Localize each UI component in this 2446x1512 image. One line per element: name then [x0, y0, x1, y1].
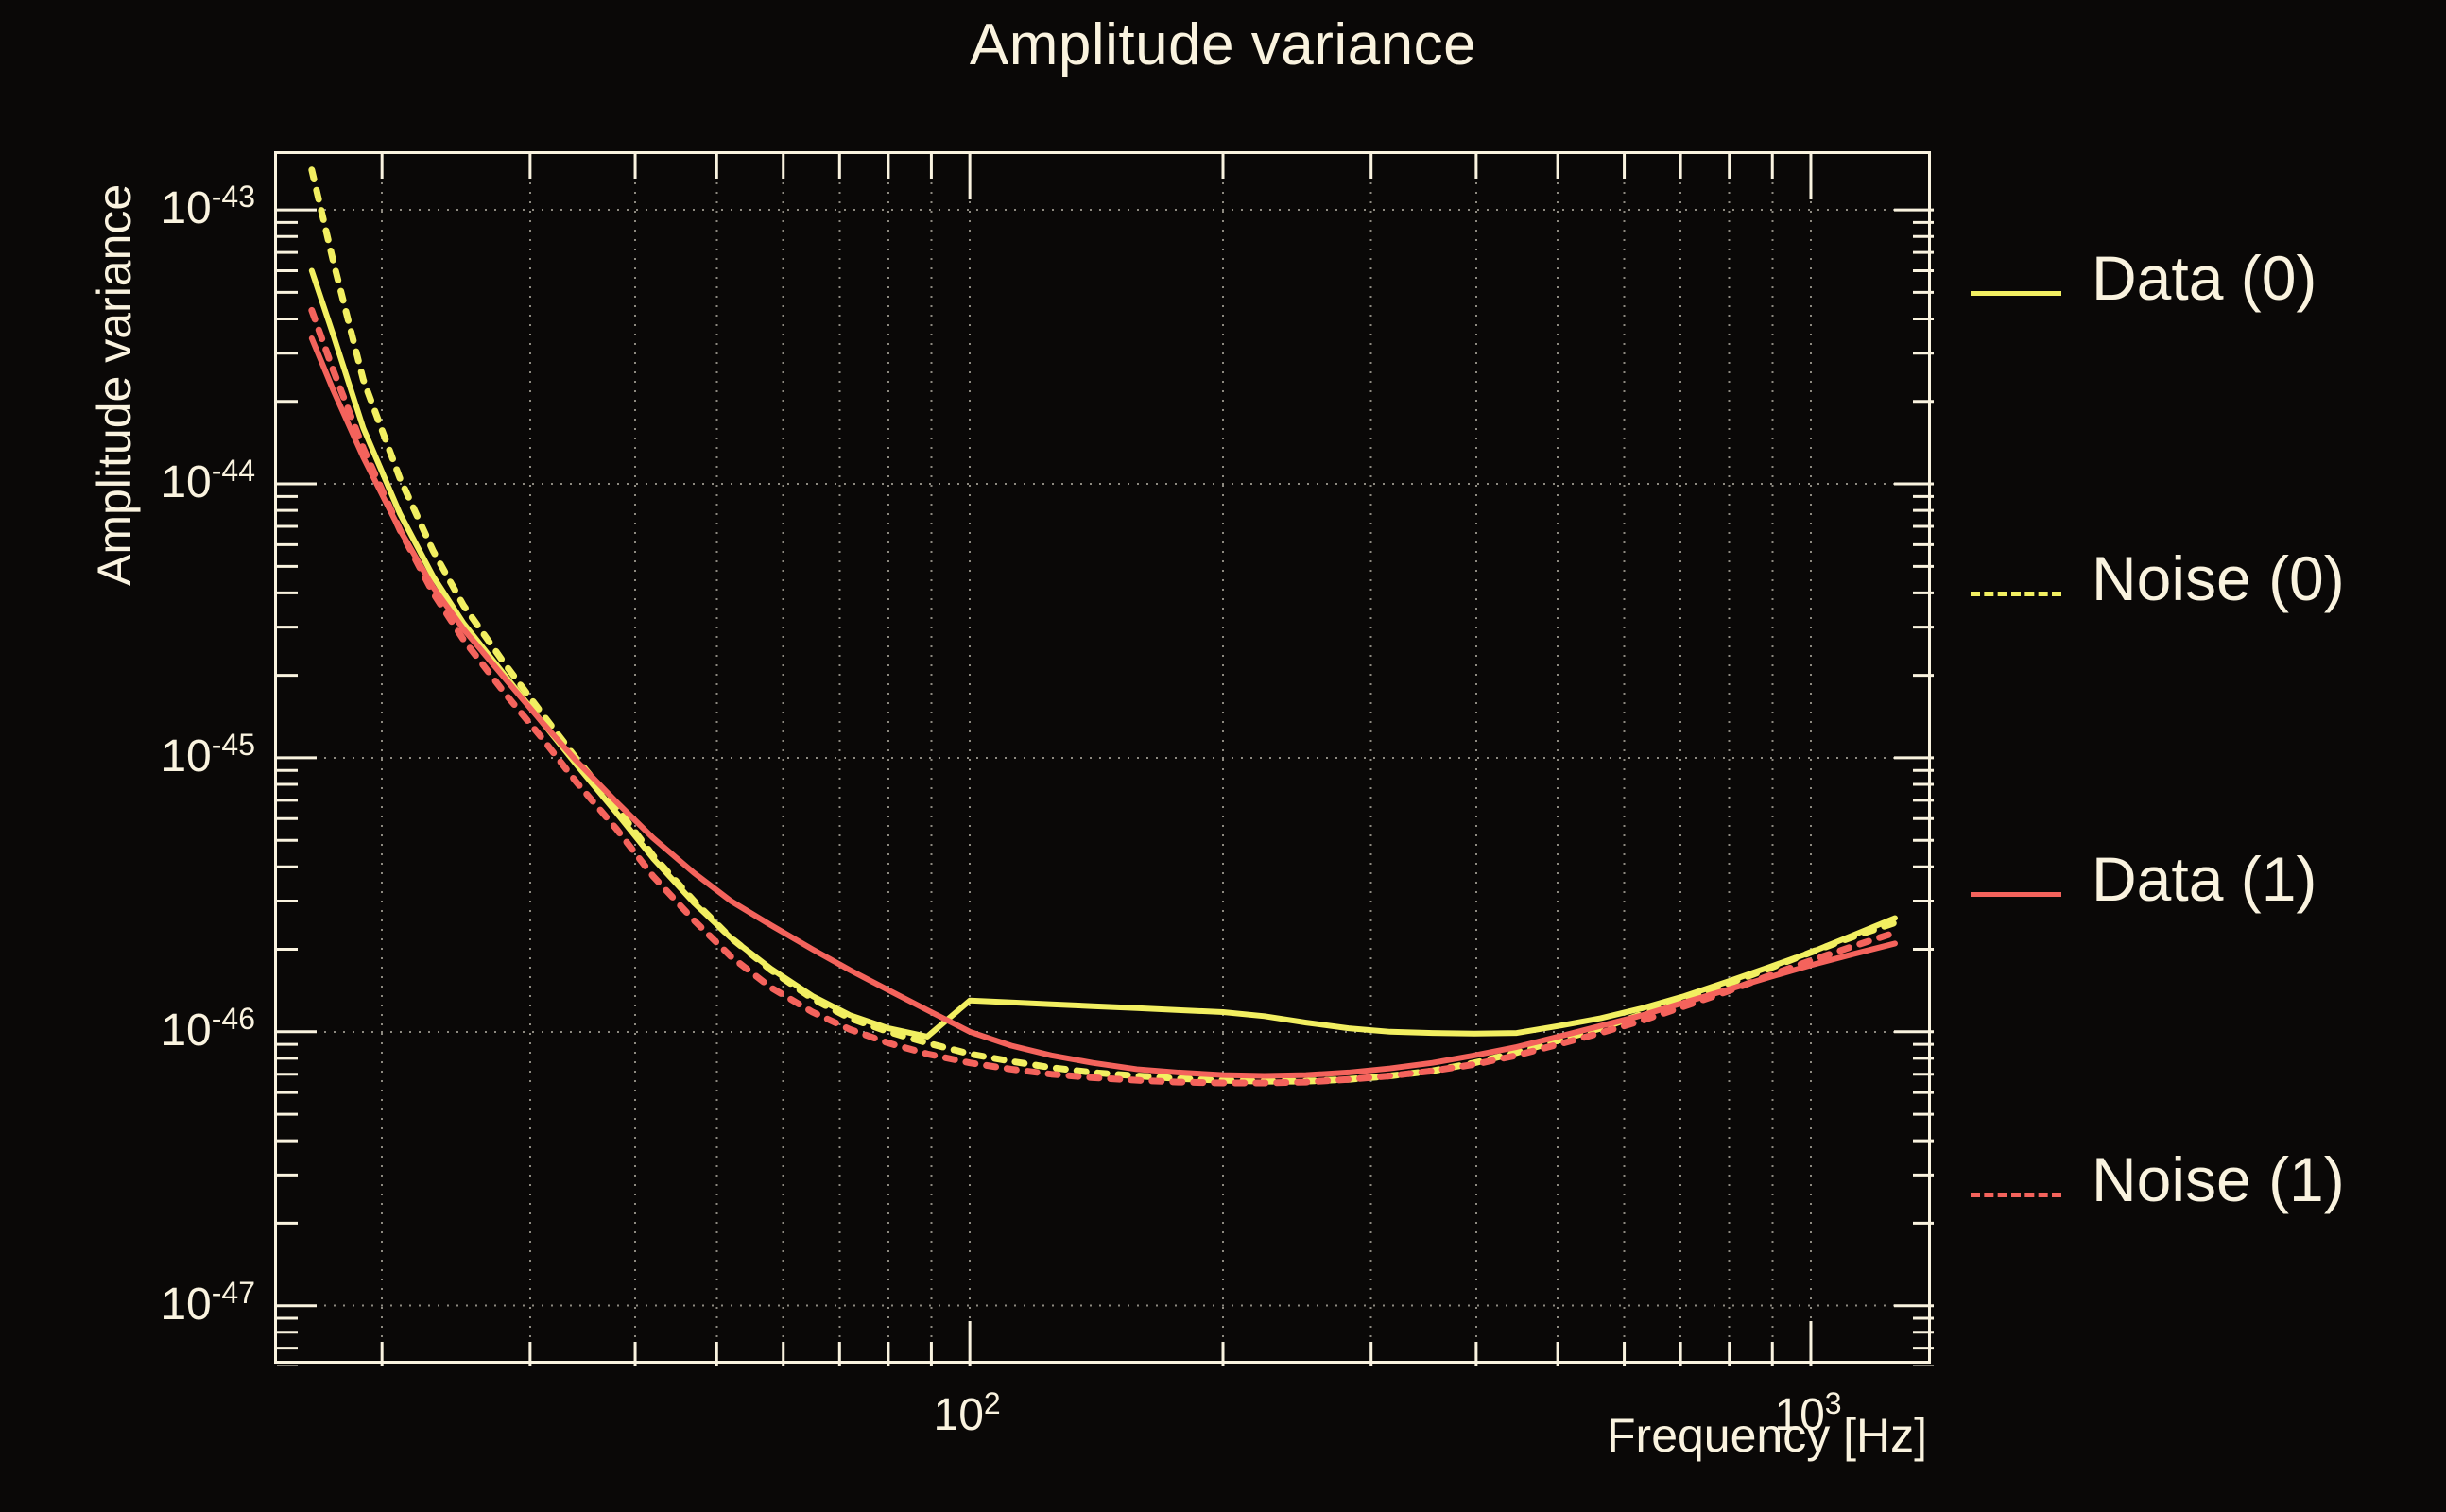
plot-frame	[274, 151, 1934, 1366]
series-line-0	[308, 267, 1898, 1040]
line-solid-yellow-icon	[1971, 291, 2061, 296]
page-title: Amplitude variance	[969, 12, 1477, 77]
x-tick-label-1: 103	[1774, 1386, 1842, 1440]
legend-item-1[interactable]: Noise (0)	[1971, 518, 2443, 818]
line-dotted-red-icon	[1971, 1193, 2061, 1197]
y-tick-label-1: 10-44	[161, 454, 255, 508]
y-axis-title: Amplitude variance	[88, 183, 141, 586]
line-dotted-yellow-icon	[1971, 592, 2061, 596]
y-tick-label-0: 10-43	[161, 180, 255, 234]
series-line-2	[308, 335, 1898, 1079]
legend-label-2: Data (1)	[2092, 844, 2317, 914]
legend-item-2[interactable]: Data (1)	[1971, 818, 2443, 1119]
legend-label-3: Noise (1)	[2092, 1144, 2345, 1214]
legend-item-3[interactable]: Noise (1)	[1971, 1119, 2443, 1419]
legend-label-0: Data (0)	[2092, 243, 2317, 313]
legend-item-0[interactable]: Data (0)	[1971, 217, 2443, 518]
legend-label-1: Noise (0)	[2092, 543, 2345, 613]
plot-area	[277, 154, 1934, 1366]
x-tick-label-0: 102	[933, 1386, 1001, 1440]
series-line-1	[308, 166, 1899, 1085]
y-tick-label-3: 10-46	[161, 1001, 255, 1056]
y-tick-label-4: 10-47	[161, 1275, 255, 1330]
y-tick-label-2: 10-45	[161, 727, 255, 782]
x-axis-title: Frequency [Hz]	[1607, 1409, 1928, 1462]
legend: Data (0) Noise (0) Data (1) Noise (1)	[1971, 217, 2443, 1419]
series-line-3	[308, 306, 1899, 1087]
line-solid-red-icon	[1971, 892, 2061, 897]
